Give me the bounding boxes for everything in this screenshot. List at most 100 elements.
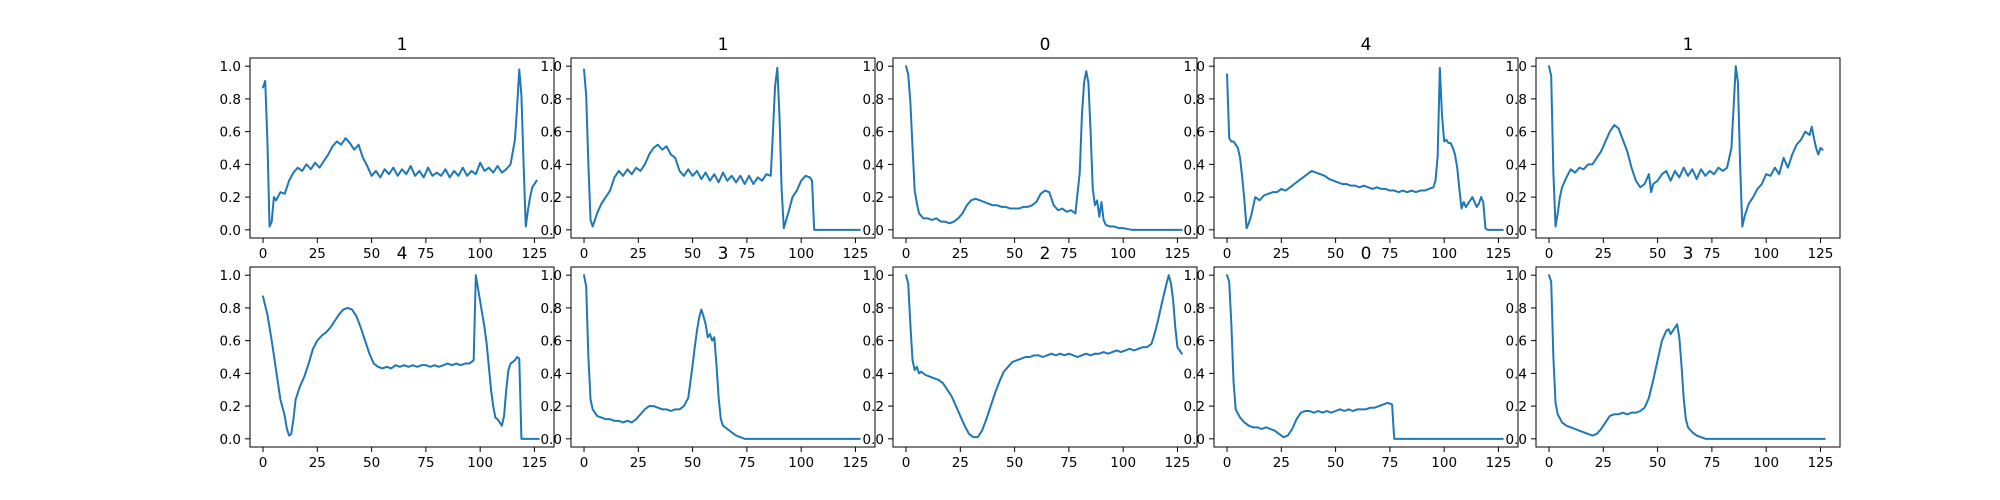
x-tick-label: 125 [1165,246,1191,262]
y-tick-label: 0.8 [541,92,562,108]
x-tick-label: 100 [1753,246,1779,262]
x-tick-label: 50 [1327,246,1344,262]
x-tick-label: 0 [1545,455,1554,471]
subplot-title: 1 [1683,35,1694,55]
series-line [262,68,538,228]
y-tick-label: 0.8 [220,301,241,317]
subplot-title: 4 [397,244,408,264]
y-tick-label: 0.2 [541,190,562,206]
x-tick-label: 0 [1223,246,1232,262]
x-tick-label: 100 [467,246,493,262]
x-tick-label: 0 [580,246,589,262]
y-tick-label: 0.8 [1184,301,1205,317]
subplot-6: 0 25 50 75 100 125 0.0 0.2 0.4 0.6 0.8 1.0 4 [220,244,555,471]
x-tick-label: 25 [1273,246,1290,262]
y-tick-label: 0.0 [863,432,884,448]
x-tick-label: 125 [1486,246,1512,262]
x-tick-label: 100 [788,246,814,262]
axes-frame [892,266,1198,448]
axes-frame [570,266,876,448]
x-tick-label: 75 [417,455,434,471]
y-tick-label: 0.0 [541,432,562,448]
x-tick-label: 125 [843,246,869,262]
x-tick-label: 0 [902,455,911,471]
x-tick-label: 75 [1060,246,1077,262]
subplot-title: 3 [718,244,729,264]
y-tick-label: 0.0 [541,223,562,239]
x-tick-label: 125 [1808,455,1834,471]
series-line [1548,274,1826,440]
y-tick-label: 0.8 [220,92,241,108]
x-tick-label: 75 [738,246,755,262]
y-tick-label: 0.8 [541,301,562,317]
y-tick-label: 0.4 [1184,157,1205,173]
x-tick-label: 100 [467,455,493,471]
y-tick-label: 0.4 [1506,157,1527,173]
axes-frame [1213,266,1519,448]
y-tick-label: 0.6 [220,125,241,141]
x-tick-label: 50 [1006,455,1023,471]
y-tick-label: 1.0 [1506,59,1527,75]
x-tick-label: 0 [1223,455,1232,471]
subplot-4: 0 25 50 75 100 125 0.0 0.2 0.4 0.6 0.8 1.0 4 [1184,35,1519,262]
y-tick-label: 0.6 [1184,334,1205,350]
y-tick-label: 0.0 [220,432,241,448]
axes-frame [249,266,555,448]
x-tick-label: 25 [309,455,326,471]
subplot-title: 2 [1040,244,1051,264]
x-tick-label: 125 [1808,246,1834,262]
y-tick-label: 0.6 [863,334,884,350]
series-line [905,274,1183,439]
y-tick-label: 0.8 [863,92,884,108]
y-tick-label: 0.4 [863,366,884,382]
y-tick-label: 0.6 [1184,125,1205,141]
subplot-10: 0 25 50 75 100 125 0.0 0.2 0.4 0.6 0.8 1.0 3 [1506,244,1841,471]
x-tick-label: 75 [1381,455,1398,471]
y-tick-label: 0.6 [1506,334,1527,350]
x-tick-label: 100 [1110,246,1136,262]
y-tick-label: 0.6 [1506,125,1527,141]
axes-frame [1535,266,1841,448]
y-tick-label: 0.0 [1506,223,1527,239]
x-tick-label: 0 [1545,246,1554,262]
x-tick-label: 25 [952,246,969,262]
x-tick-label: 125 [522,455,548,471]
x-tick-label: 25 [952,455,969,471]
x-tick-label: 50 [684,455,701,471]
axes-frame [1535,57,1841,239]
y-tick-label: 0.0 [1184,223,1205,239]
subplot-9: 0 25 50 75 100 125 0.0 0.2 0.4 0.6 0.8 1.0 0 [1184,244,1519,471]
x-tick-label: 25 [630,455,647,471]
x-tick-label: 75 [1060,455,1077,471]
x-tick-label: 75 [1703,246,1720,262]
x-tick-label: 25 [1595,246,1612,262]
series-line [583,274,861,440]
x-tick-label: 50 [1649,246,1666,262]
y-tick-label: 1.0 [863,268,884,284]
subplot-2: 0 25 50 75 100 125 0.0 0.2 0.4 0.6 0.8 1.0 1 [541,35,876,262]
y-tick-label: 0.0 [220,223,241,239]
y-tick-label: 0.0 [1184,432,1205,448]
x-tick-label: 0 [580,455,589,471]
y-tick-label: 0.2 [863,190,884,206]
y-tick-label: 0.4 [1184,366,1205,382]
y-tick-label: 1.0 [541,59,562,75]
x-tick-label: 50 [1006,246,1023,262]
y-tick-label: 0.2 [1184,190,1205,206]
x-tick-label: 100 [1431,246,1457,262]
y-tick-label: 0.2 [1506,190,1527,206]
series-line [1226,274,1504,440]
x-tick-label: 50 [363,455,380,471]
y-tick-label: 1.0 [1184,59,1205,75]
x-tick-label: 75 [738,455,755,471]
x-tick-label: 125 [522,246,548,262]
x-tick-label: 25 [630,246,647,262]
x-tick-label: 0 [259,455,268,471]
y-tick-label: 0.4 [541,157,562,173]
y-tick-label: 0.4 [220,366,241,382]
y-tick-label: 1.0 [1506,268,1527,284]
y-tick-label: 0.2 [220,190,241,206]
x-tick-label: 0 [902,246,911,262]
x-tick-label: 50 [684,246,701,262]
